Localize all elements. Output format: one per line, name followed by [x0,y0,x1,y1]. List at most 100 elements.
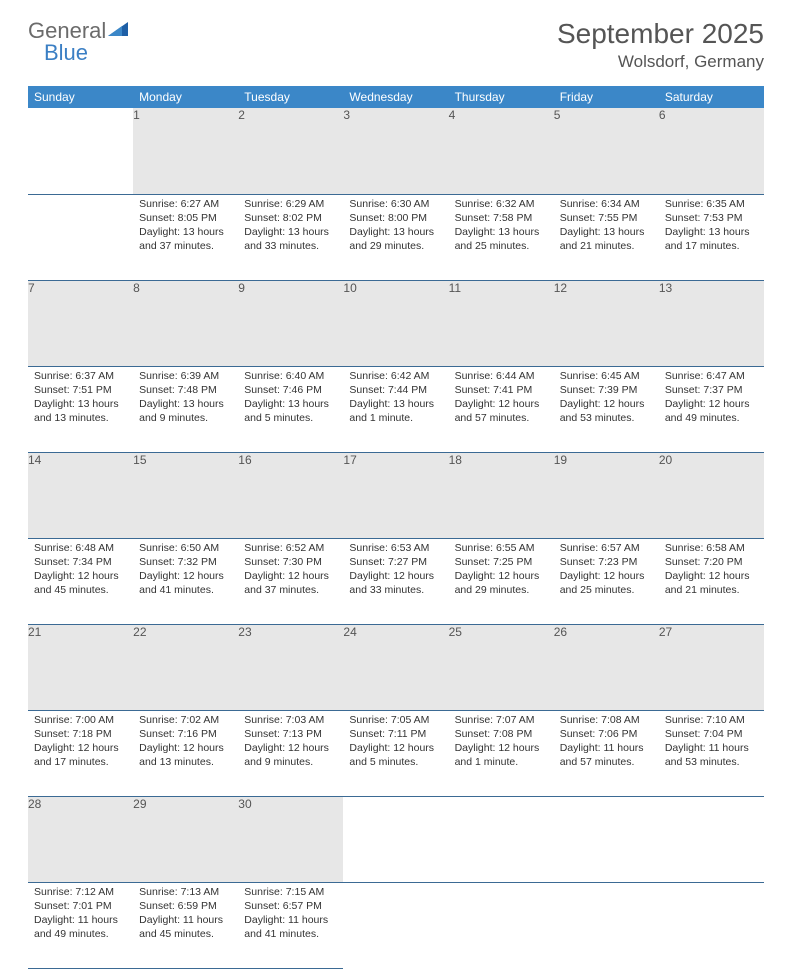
daylight-line: Daylight: 12 hours and 45 minutes. [34,569,127,597]
day-cell-body: Sunrise: 6:32 AMSunset: 7:58 PMDaylight:… [449,195,554,258]
day-cell-body: Sunrise: 6:30 AMSunset: 8:00 PMDaylight:… [343,195,448,258]
day-cell-body: Sunrise: 7:10 AMSunset: 7:04 PMDaylight:… [659,711,764,774]
month-title: September 2025 [557,18,764,50]
day-cell: Sunrise: 6:47 AMSunset: 7:37 PMDaylight:… [659,366,764,452]
day-cell-body: Sunrise: 6:52 AMSunset: 7:30 PMDaylight:… [238,539,343,602]
day-number-cell [449,796,554,882]
sunrise-line: Sunrise: 6:29 AM [244,197,337,211]
day-cell-body: Sunrise: 6:35 AMSunset: 7:53 PMDaylight:… [659,195,764,258]
sunset-line: Sunset: 7:48 PM [139,383,232,397]
calendar-table: SundayMondayTuesdayWednesdayThursdayFrid… [28,86,764,969]
sunset-line: Sunset: 7:30 PM [244,555,337,569]
daynum-row: 14151617181920 [28,452,764,538]
day-number-cell: 18 [449,452,554,538]
day-cell-body: Sunrise: 7:03 AMSunset: 7:13 PMDaylight:… [238,711,343,774]
day-number-cell: 15 [133,452,238,538]
day-cell: Sunrise: 7:08 AMSunset: 7:06 PMDaylight:… [554,710,659,796]
day-cell-body: Sunrise: 6:27 AMSunset: 8:05 PMDaylight:… [133,195,238,258]
day-cell: Sunrise: 6:57 AMSunset: 7:23 PMDaylight:… [554,538,659,624]
sunset-line: Sunset: 7:34 PM [34,555,127,569]
day-number-cell: 21 [28,624,133,710]
day-header: Monday [133,86,238,108]
daylight-line: Daylight: 12 hours and 17 minutes. [34,741,127,769]
day-cell-body: Sunrise: 7:00 AMSunset: 7:18 PMDaylight:… [28,711,133,774]
sunrise-line: Sunrise: 7:00 AM [34,713,127,727]
sunrise-line: Sunrise: 6:44 AM [455,369,548,383]
day-number-cell: 3 [343,108,448,194]
day-cell: Sunrise: 6:52 AMSunset: 7:30 PMDaylight:… [238,538,343,624]
daylight-line: Daylight: 13 hours and 29 minutes. [349,225,442,253]
day-header: Tuesday [238,86,343,108]
sunrise-line: Sunrise: 7:13 AM [139,885,232,899]
day-number-cell: 13 [659,280,764,366]
day-cell: Sunrise: 6:30 AMSunset: 8:00 PMDaylight:… [343,194,448,280]
sunrise-line: Sunrise: 7:03 AM [244,713,337,727]
sunset-line: Sunset: 7:16 PM [139,727,232,741]
sunrise-line: Sunrise: 7:12 AM [34,885,127,899]
day-cell: Sunrise: 6:45 AMSunset: 7:39 PMDaylight:… [554,366,659,452]
daylight-line: Daylight: 13 hours and 37 minutes. [139,225,232,253]
day-cell: Sunrise: 6:50 AMSunset: 7:32 PMDaylight:… [133,538,238,624]
sunset-line: Sunset: 6:59 PM [139,899,232,913]
sunset-line: Sunset: 7:18 PM [34,727,127,741]
sunrise-line: Sunrise: 6:50 AM [139,541,232,555]
sunrise-line: Sunrise: 6:53 AM [349,541,442,555]
day-cell-body: Sunrise: 6:48 AMSunset: 7:34 PMDaylight:… [28,539,133,602]
day-cell: Sunrise: 6:34 AMSunset: 7:55 PMDaylight:… [554,194,659,280]
day-number-cell: 5 [554,108,659,194]
day-cell-body: Sunrise: 6:44 AMSunset: 7:41 PMDaylight:… [449,367,554,430]
day-header-row: SundayMondayTuesdayWednesdayThursdayFrid… [28,86,764,108]
day-cell-body: Sunrise: 7:07 AMSunset: 7:08 PMDaylight:… [449,711,554,774]
sunset-line: Sunset: 8:00 PM [349,211,442,225]
daylight-line: Daylight: 13 hours and 33 minutes. [244,225,337,253]
day-number-cell [343,796,448,882]
sunset-line: Sunset: 7:27 PM [349,555,442,569]
day-number-cell: 4 [449,108,554,194]
sunset-line: Sunset: 7:32 PM [139,555,232,569]
calendar-body: 123456Sunrise: 6:27 AMSunset: 8:05 PMDay… [28,108,764,968]
day-header: Wednesday [343,86,448,108]
daylight-line: Daylight: 11 hours and 49 minutes. [34,913,127,941]
daylight-line: Daylight: 13 hours and 5 minutes. [244,397,337,425]
sunset-line: Sunset: 7:46 PM [244,383,337,397]
day-cell-body: Sunrise: 6:45 AMSunset: 7:39 PMDaylight:… [554,367,659,430]
day-cell: Sunrise: 6:32 AMSunset: 7:58 PMDaylight:… [449,194,554,280]
sunrise-line: Sunrise: 6:57 AM [560,541,653,555]
day-cell: Sunrise: 7:15 AMSunset: 6:57 PMDaylight:… [238,882,343,968]
daynum-row: 282930 [28,796,764,882]
day-cell-body: Sunrise: 7:08 AMSunset: 7:06 PMDaylight:… [554,711,659,774]
daylight-line: Daylight: 12 hours and 5 minutes. [349,741,442,769]
sunset-line: Sunset: 7:23 PM [560,555,653,569]
sunset-line: Sunset: 8:02 PM [244,211,337,225]
daylight-line: Daylight: 12 hours and 33 minutes. [349,569,442,597]
week-row: Sunrise: 6:37 AMSunset: 7:51 PMDaylight:… [28,366,764,452]
sunset-line: Sunset: 7:37 PM [665,383,758,397]
daynum-row: 78910111213 [28,280,764,366]
sunrise-line: Sunrise: 6:27 AM [139,197,232,211]
sunrise-line: Sunrise: 7:02 AM [139,713,232,727]
day-header: Friday [554,86,659,108]
day-cell: Sunrise: 6:29 AMSunset: 8:02 PMDaylight:… [238,194,343,280]
day-number-cell: 12 [554,280,659,366]
day-number-cell: 30 [238,796,343,882]
sunrise-line: Sunrise: 6:45 AM [560,369,653,383]
title-block: September 2025 Wolsdorf, Germany [557,18,764,72]
daylight-line: Daylight: 13 hours and 21 minutes. [560,225,653,253]
day-cell-body: Sunrise: 6:40 AMSunset: 7:46 PMDaylight:… [238,367,343,430]
daylight-line: Daylight: 12 hours and 41 minutes. [139,569,232,597]
sunset-line: Sunset: 7:41 PM [455,383,548,397]
week-row: Sunrise: 6:48 AMSunset: 7:34 PMDaylight:… [28,538,764,624]
day-cell: Sunrise: 6:53 AMSunset: 7:27 PMDaylight:… [343,538,448,624]
daylight-line: Daylight: 12 hours and 25 minutes. [560,569,653,597]
sunset-line: Sunset: 7:13 PM [244,727,337,741]
sunrise-line: Sunrise: 6:48 AM [34,541,127,555]
sunrise-line: Sunrise: 7:07 AM [455,713,548,727]
day-cell [659,882,764,968]
day-cell-body: Sunrise: 6:39 AMSunset: 7:48 PMDaylight:… [133,367,238,430]
day-cell-body: Sunrise: 6:57 AMSunset: 7:23 PMDaylight:… [554,539,659,602]
sunset-line: Sunset: 7:04 PM [665,727,758,741]
day-cell: Sunrise: 6:44 AMSunset: 7:41 PMDaylight:… [449,366,554,452]
location-label: Wolsdorf, Germany [557,52,764,72]
day-number-cell [554,796,659,882]
day-cell-body: Sunrise: 7:02 AMSunset: 7:16 PMDaylight:… [133,711,238,774]
